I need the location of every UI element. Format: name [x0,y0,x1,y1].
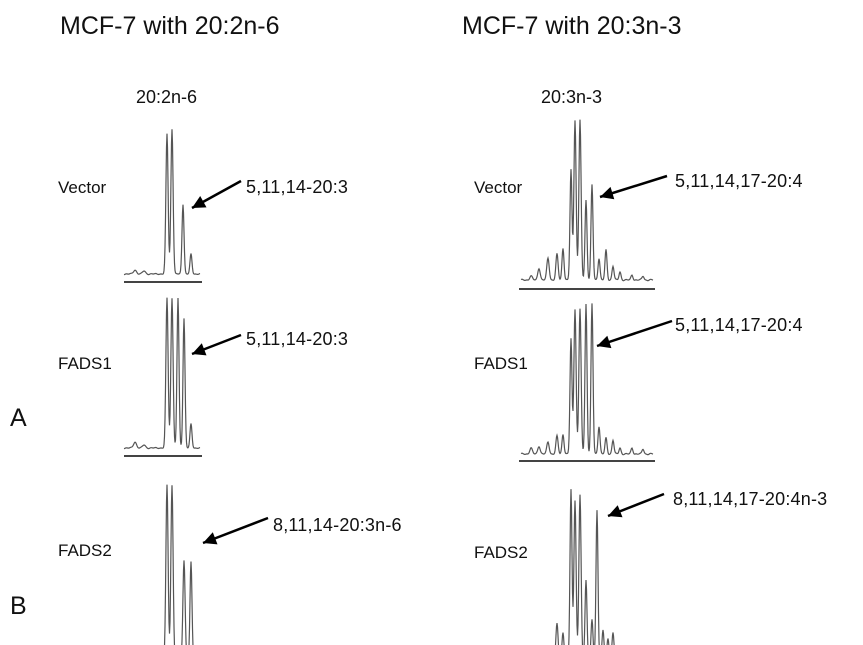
peak-label-fads2-right: 8,11,14,17-20:4n-3 [673,489,828,509]
left-substrate-label: 20:2n-6 [136,87,198,107]
peak-label-fads1-left: 5,11,14-20:3 [246,329,349,349]
peak-label-vector-right: 5,11,14,17-20:4 [675,171,803,191]
row-label-vector-right: Vector [474,178,523,197]
trace-fads2-right [554,489,615,645]
trace-vector-left [123,129,201,276]
arrow-vector-right-head [600,186,615,200]
right-substrate-label: 20:3n-3 [541,87,603,107]
arrow-fads1-right [596,319,673,348]
arrow-fads2-right-head [608,505,623,518]
row-label-vector-left: Vector [58,178,107,197]
panel-label-b: B [10,592,27,620]
left-column-title: MCF-7 with 20:2n-6 [60,12,280,40]
trace-fads1-right [520,303,654,456]
arrow-fads1-right-head [597,335,612,349]
row-label-fads2-right: FADS2 [474,543,528,562]
arrow-vector-left-head [192,196,207,208]
trace-fads1-left [123,297,201,450]
panel-label-a: A [10,404,27,432]
row-label-fads1-left: FADS1 [58,354,112,373]
row-label-fads2-left: FADS2 [58,541,112,560]
arrow-fads2-left-head [203,532,218,545]
arrow-fads1-left-head [192,343,207,356]
peak-label-fads1-right: 5,11,14,17-20:4 [675,315,803,335]
peak-label-fads2-left: 8,11,14-20:3n-6 [273,515,402,535]
trace-vector-right [520,119,654,282]
peak-label-vector-left: 5,11,14-20:3 [246,177,349,197]
right-column-title: MCF-7 with 20:3n-3 [462,12,682,40]
row-label-fads1-right: FADS1 [474,354,528,373]
trace-fads2-left [163,484,194,645]
